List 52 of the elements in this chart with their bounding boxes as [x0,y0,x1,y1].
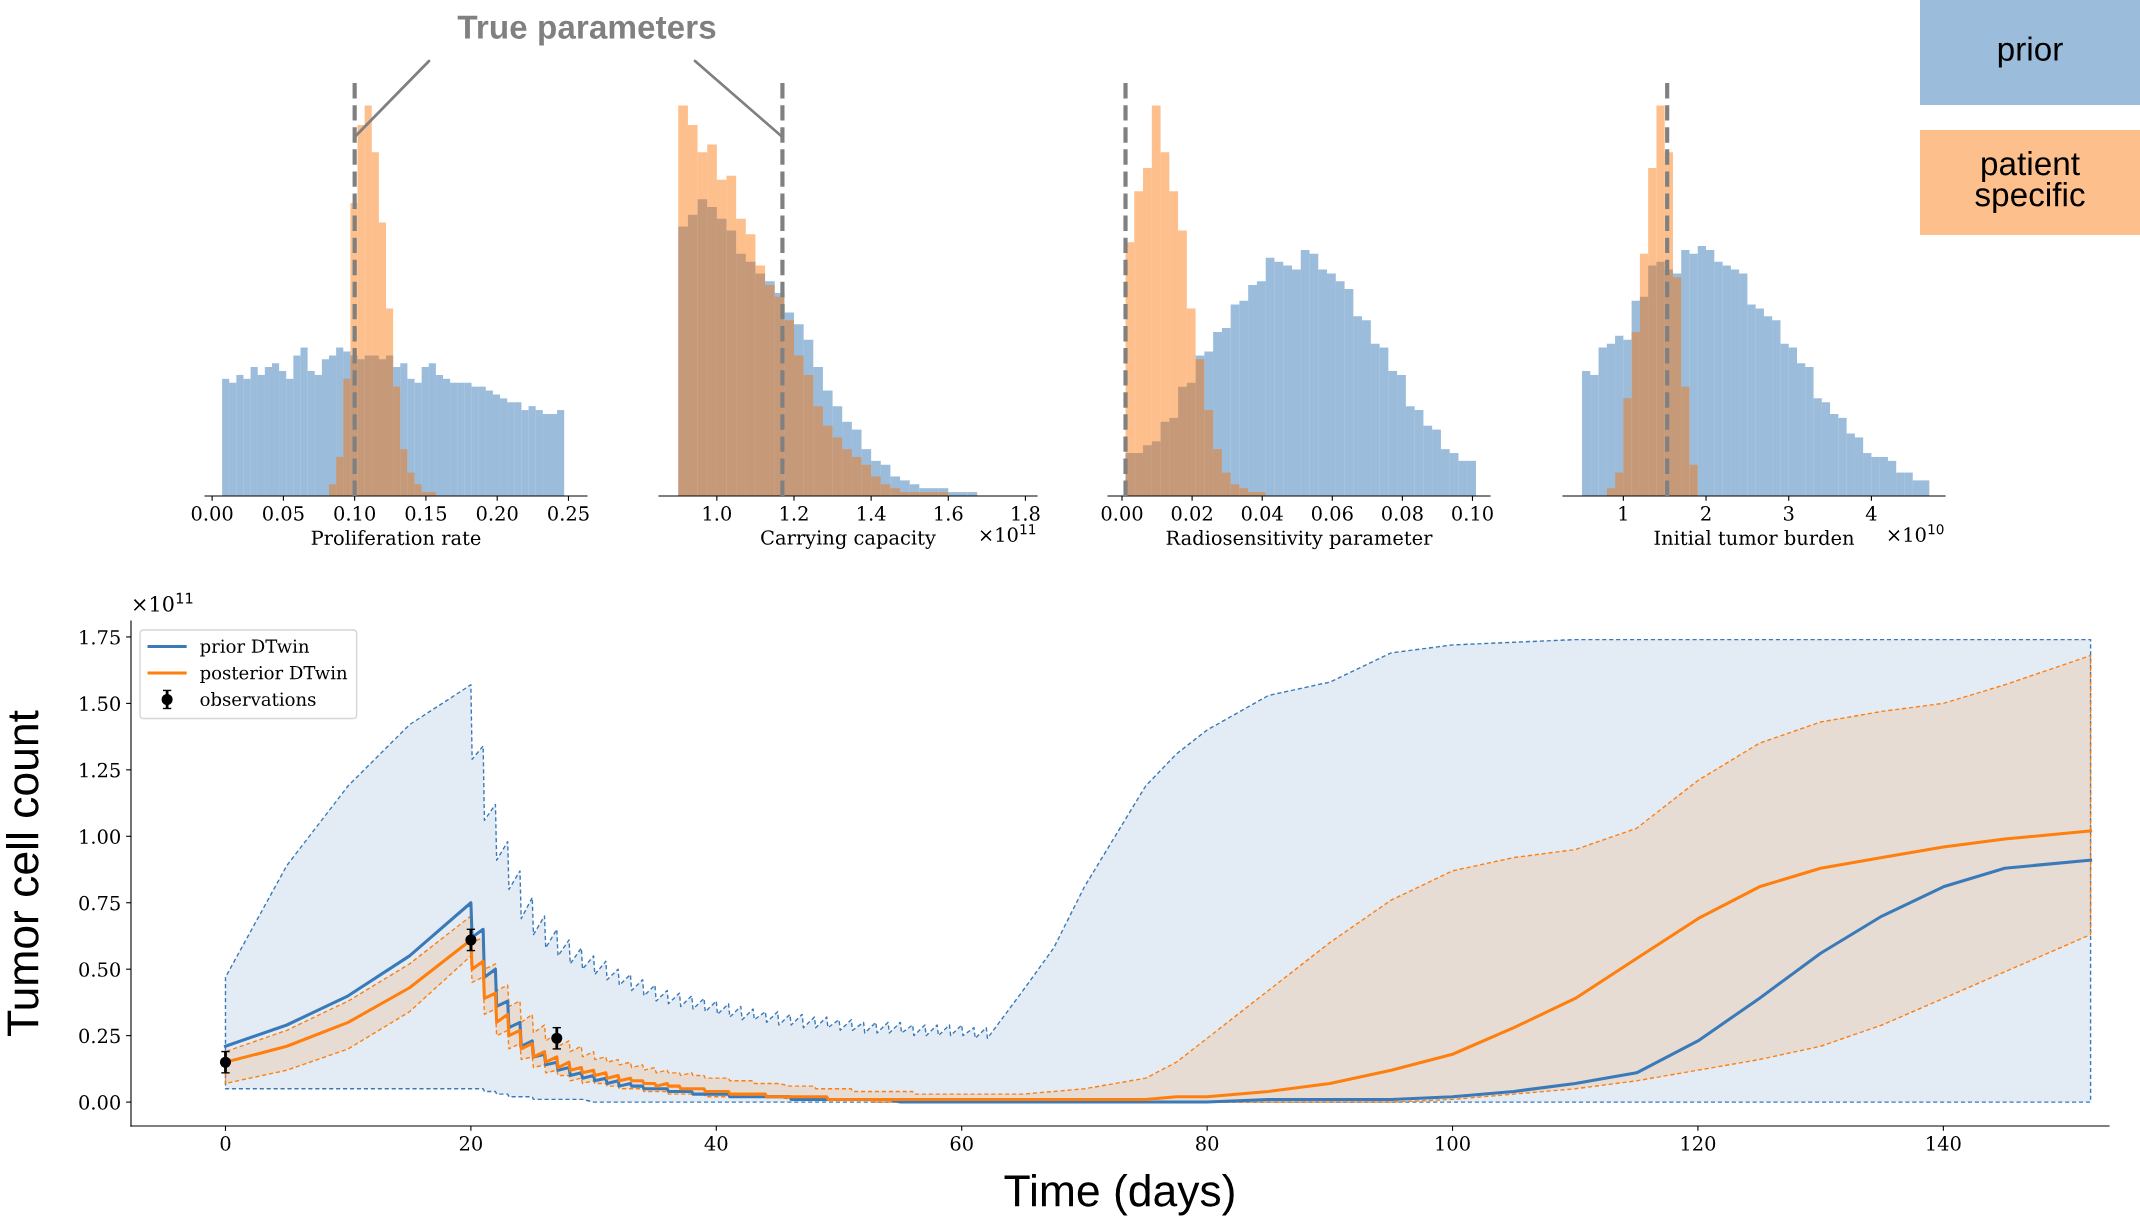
x-tick-label: 2 [1701,506,1711,521]
x-tick-label: 120 [1681,1136,1716,1151]
x-tick-label: 1.4 [858,506,886,521]
y-tick-label: 0.75 [79,895,120,911]
x-tick-label: 1.8 [1012,506,1040,521]
x-tick-label: 0.02 [1171,506,1212,521]
y-tick-label: 0.00 [79,1095,120,1110]
x-axis-title: Carrying capacity [761,530,936,549]
x-tick-label: 80 [1196,1136,1219,1151]
x-tick-label: 0.20 [476,506,518,521]
x-tick-label: 0.10 [334,506,376,521]
ref-line-label: True parameters [457,15,716,46]
x-axis-title: Radiosensitivity parameter [1166,530,1433,550]
x-tick-label: 0.04 [1241,506,1283,521]
y-tick-label: 1.00 [80,829,120,844]
text: prior [1998,36,2063,68]
legend-label: prior DTwin [200,639,310,657]
x-tick-label: 0.10 [1452,506,1493,521]
text: patient specific [1975,150,2085,214]
x-tick-label: 20 [459,1136,482,1151]
x-tick-label: 0.08 [1382,506,1423,521]
x-tick-label: 0.15 [405,506,447,521]
x-tick-label: 0 [220,1136,231,1151]
text: ×10$^{11}$ [980,524,1036,542]
x-tick-label: 140 [1927,1136,1961,1151]
x-tick-label: 3 [1784,506,1794,521]
x-tick-label: 0.06 [1311,506,1353,521]
y-tick-label: 0.50 [79,962,120,977]
y-tick-label: 0.25 [79,1028,120,1044]
x-tick-label: 4 [1865,506,1877,521]
y-tick-label: 1.75 [80,629,120,645]
y-axis-title: Tumor cell count [6,710,39,1036]
y-tick-label: 1.50 [80,696,120,712]
x-tick-label: 1.2 [780,506,808,521]
legend-label: observations [200,692,316,707]
text: ×10$^{11}$ [133,592,193,612]
text: ×10$^{10}$ [1888,524,1944,542]
x-tick-label: 60 [950,1136,973,1151]
x-tick-label: 1.0 [703,506,732,521]
x-tick-label: 1 [1619,506,1627,521]
x-tick-label: 1.6 [935,506,963,521]
x-axis-title: Proliferation rate [311,530,481,546]
x-axis-title: Time (days) [1004,1173,1234,1216]
x-tick-label: 0.05 [263,506,304,521]
x-tick-label: 0.00 [191,506,233,521]
x-tick-label: 100 [1436,1136,1470,1151]
x-axis-title: Initial tumor burden [1654,530,1855,546]
x-tick-label: 40 [704,1136,728,1151]
x-tick-label: 0.00 [1101,506,1143,521]
legend-label: posterior DTwin [200,665,348,684]
x-tick-label: 0.25 [548,506,589,521]
y-tick-label: 1.25 [80,762,120,778]
